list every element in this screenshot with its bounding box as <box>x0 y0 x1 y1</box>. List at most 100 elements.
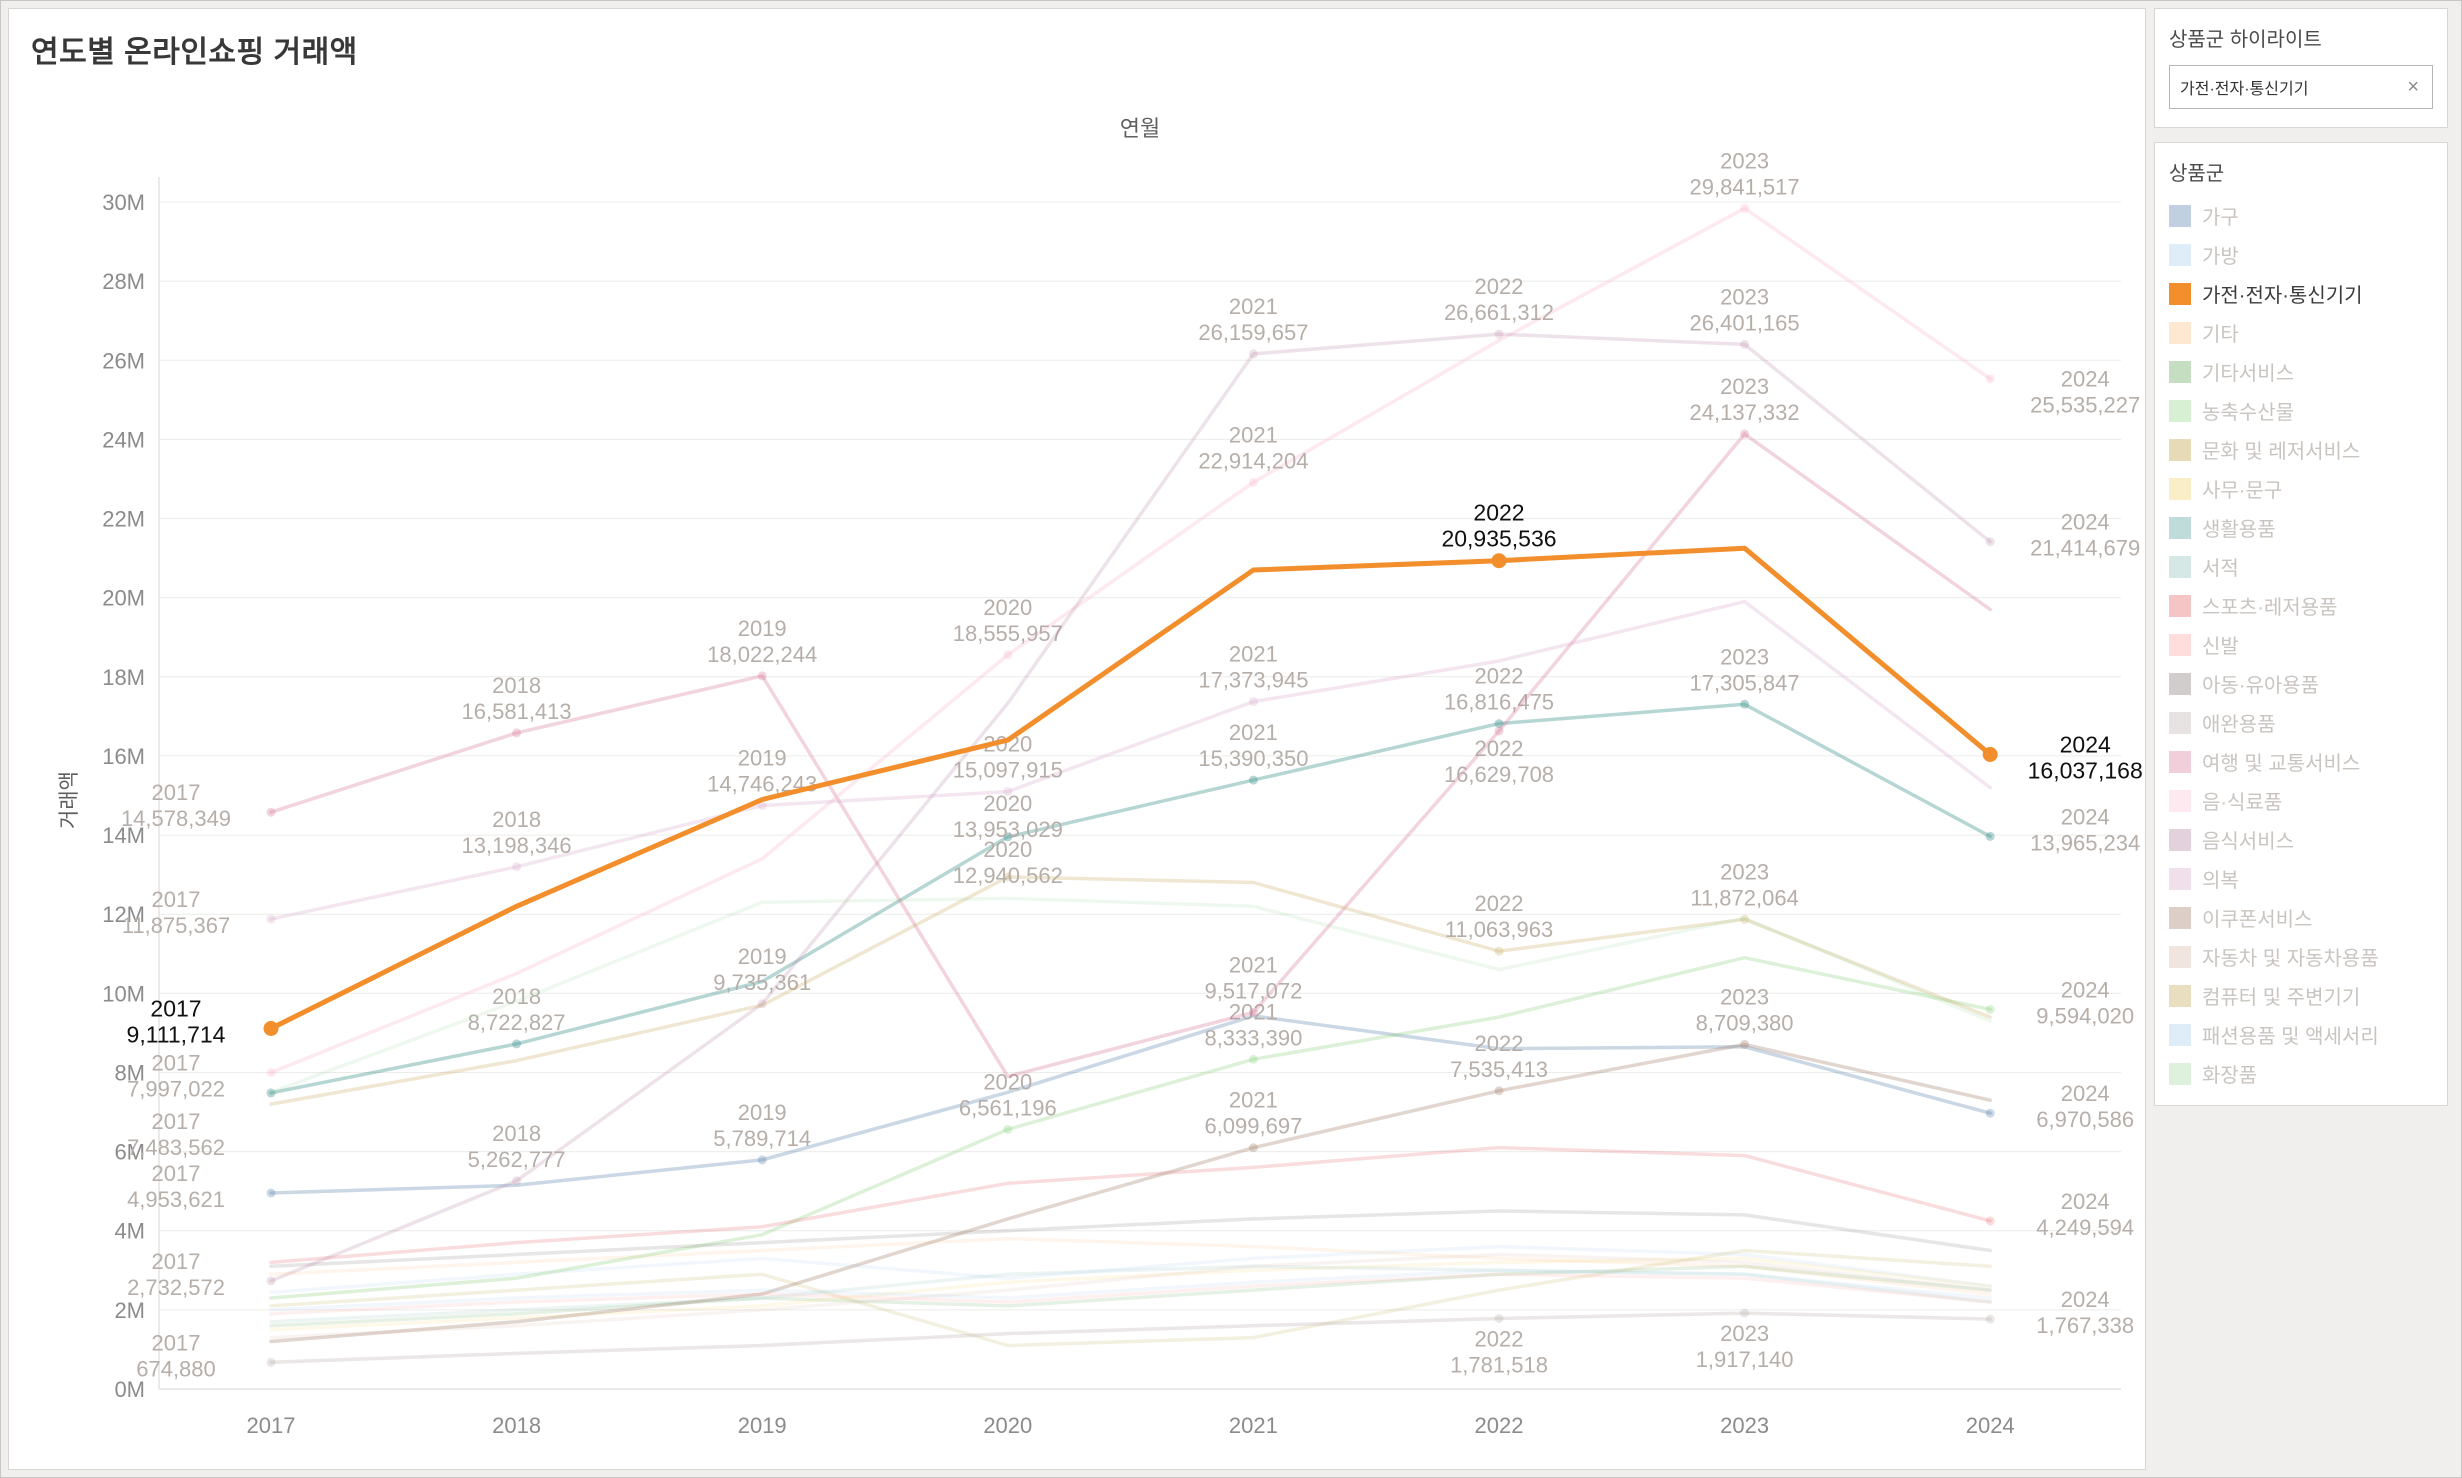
svg-text:24,137,332: 24,137,332 <box>1690 400 1800 425</box>
svg-text:2020: 2020 <box>983 595 1032 620</box>
legend-item[interactable]: 아동·유아용품 <box>2169 664 2439 703</box>
svg-text:2,732,572: 2,732,572 <box>127 1275 225 1300</box>
clear-highlight-icon[interactable]: × <box>2407 76 2419 98</box>
svg-text:6M: 6M <box>114 1140 145 1165</box>
svg-text:2017: 2017 <box>152 780 201 805</box>
legend-item-label: 가전·전자·통신기기 <box>2202 285 2363 307</box>
svg-text:2019: 2019 <box>738 616 787 641</box>
svg-text:24M: 24M <box>102 427 145 452</box>
legend-item[interactable]: 패션용품 및 액세서리 <box>2169 1015 2439 1054</box>
highlight-card: 상품군 하이라이트 가전·전자·통신기기 × <box>2154 8 2448 128</box>
svg-text:2021: 2021 <box>1229 1413 1278 1438</box>
legend-item-label: 컴퓨터 및 주변기기 <box>2202 987 2361 1009</box>
svg-text:2023: 2023 <box>1720 148 1769 173</box>
legend-item[interactable]: 신발 <box>2169 625 2439 664</box>
svg-text:14M: 14M <box>102 823 145 848</box>
svg-text:1,917,140: 1,917,140 <box>1696 1347 1794 1372</box>
svg-text:2017: 2017 <box>150 996 201 1022</box>
legend-swatch-icon <box>2169 828 2191 851</box>
legend-item[interactable]: 생활용품 <box>2169 508 2439 547</box>
svg-text:2023: 2023 <box>1720 1321 1769 1346</box>
legend-item[interactable]: 문화 및 레저서비스 <box>2169 430 2439 469</box>
svg-text:25,535,227: 25,535,227 <box>2030 393 2140 418</box>
svg-text:2021: 2021 <box>1229 952 1278 977</box>
svg-text:16,581,413: 16,581,413 <box>462 699 572 724</box>
page-title: 연도별 온라인쇼핑 거래액 <box>31 36 358 69</box>
svg-text:2017: 2017 <box>152 1330 201 1355</box>
legend-item[interactable]: 기타서비스 <box>2169 352 2439 391</box>
legend-item[interactable]: 스포츠·레저용품 <box>2169 586 2439 625</box>
legend-item[interactable]: 여행 및 교통서비스 <box>2169 742 2439 781</box>
legend-swatch-icon <box>2169 516 2191 539</box>
line-chart[interactable]: 0M 2M 4M 6M 8M 10M 12M 14M 16M 18M 20M 22M 24M 26M 28M… <box>9 9 2145 1469</box>
chart-panel: 연도별 온라인쇼핑 거래액 연월 거래액 0M 2M 4M 6M 8M 10M 12M 14M… <box>8 8 2146 1470</box>
svg-text:2023: 2023 <box>1720 284 1769 309</box>
svg-text:4,249,594: 4,249,594 <box>2036 1215 2134 1240</box>
svg-text:2018: 2018 <box>492 673 541 698</box>
svg-text:8,709,380: 8,709,380 <box>1696 1010 1794 1035</box>
legend-item-label: 생활용품 <box>2202 519 2276 541</box>
legend-swatch-icon <box>2169 945 2191 968</box>
legend-item[interactable]: 음·식료품 <box>2169 781 2439 820</box>
legend-swatch-icon <box>2169 711 2191 734</box>
legend-item[interactable]: 사무·문구 <box>2169 469 2439 508</box>
legend-swatch-icon <box>2169 789 2191 812</box>
legend-swatch-icon <box>2169 555 2191 578</box>
svg-text:4M: 4M <box>114 1219 145 1244</box>
svg-text:2023: 2023 <box>1720 984 1769 1009</box>
legend-item[interactable]: 가방 <box>2169 235 2439 274</box>
svg-text:26,159,657: 26,159,657 <box>1198 320 1308 345</box>
highlight-search-box[interactable]: 가전·전자·통신기기 × <box>2169 65 2433 109</box>
legend-swatch-icon <box>2169 633 2191 656</box>
legend-item[interactable]: 자동차 및 자동차용품 <box>2169 937 2439 976</box>
legend-item[interactable]: 가구 <box>2169 196 2439 235</box>
svg-text:2019: 2019 <box>738 944 787 969</box>
svg-text:26M: 26M <box>102 348 145 373</box>
legend-item-label: 음식서비스 <box>2202 831 2294 853</box>
svg-text:2017: 2017 <box>152 1249 201 1274</box>
legend-item[interactable]: 기타 <box>2169 313 2439 352</box>
svg-text:6,099,697: 6,099,697 <box>1204 1114 1302 1139</box>
legend-swatch-icon <box>2169 867 2191 890</box>
legend-item[interactable]: 농축수산물 <box>2169 391 2439 430</box>
svg-text:14,578,349: 14,578,349 <box>121 806 231 831</box>
legend-item[interactable]: 애완용품 <box>2169 703 2439 742</box>
legend-item[interactable]: 가전·전자·통신기기 <box>2169 274 2439 313</box>
svg-text:7,997,022: 7,997,022 <box>127 1077 225 1102</box>
svg-text:5,262,777: 5,262,777 <box>468 1147 566 1172</box>
svg-text:2022: 2022 <box>1475 274 1524 299</box>
legend-swatch-icon <box>2169 906 2191 929</box>
highlight-search-value[interactable]: 가전·전자·통신기기 <box>2180 81 2309 98</box>
svg-text:16,629,708: 16,629,708 <box>1444 762 1554 787</box>
legend-item[interactable]: 이쿠폰서비스 <box>2169 898 2439 937</box>
svg-text:2021: 2021 <box>1229 1088 1278 1113</box>
svg-text:7,483,562: 7,483,562 <box>127 1135 225 1160</box>
svg-text:21,414,679: 21,414,679 <box>2030 536 2140 561</box>
legend-swatch-icon <box>2169 477 2191 500</box>
legend-item-label: 자동차 및 자동차용품 <box>2202 948 2379 970</box>
svg-text:6,970,586: 6,970,586 <box>2036 1107 2134 1132</box>
svg-text:2023: 2023 <box>1720 859 1769 884</box>
svg-text:13,198,346: 13,198,346 <box>462 833 572 858</box>
svg-text:2019: 2019 <box>738 1413 787 1438</box>
svg-text:9,594,020: 9,594,020 <box>2036 1003 2134 1028</box>
legend-item-label: 기타 <box>2202 324 2239 346</box>
svg-text:2024: 2024 <box>2061 804 2110 829</box>
legend-item[interactable]: 의복 <box>2169 859 2439 898</box>
svg-text:13,953,029: 13,953,029 <box>953 817 1063 842</box>
legend-item-label: 여행 및 교통서비스 <box>2202 753 2361 775</box>
legend-item[interactable]: 서적 <box>2169 547 2439 586</box>
svg-text:2022: 2022 <box>1475 664 1524 689</box>
legend-item[interactable]: 화장품 <box>2169 1054 2439 1093</box>
svg-text:2017: 2017 <box>152 1161 201 1186</box>
svg-text:16,816,475: 16,816,475 <box>1444 690 1554 715</box>
svg-text:2021: 2021 <box>1229 294 1278 319</box>
legend-item[interactable]: 컴퓨터 및 주변기기 <box>2169 976 2439 1015</box>
svg-text:2022: 2022 <box>1475 1413 1524 1438</box>
legend-swatch-icon <box>2169 594 2191 617</box>
svg-text:2023: 2023 <box>1720 1413 1769 1438</box>
svg-text:2022: 2022 <box>1475 736 1524 761</box>
svg-text:8,722,827: 8,722,827 <box>468 1010 566 1035</box>
legend-item[interactable]: 음식서비스 <box>2169 820 2439 859</box>
